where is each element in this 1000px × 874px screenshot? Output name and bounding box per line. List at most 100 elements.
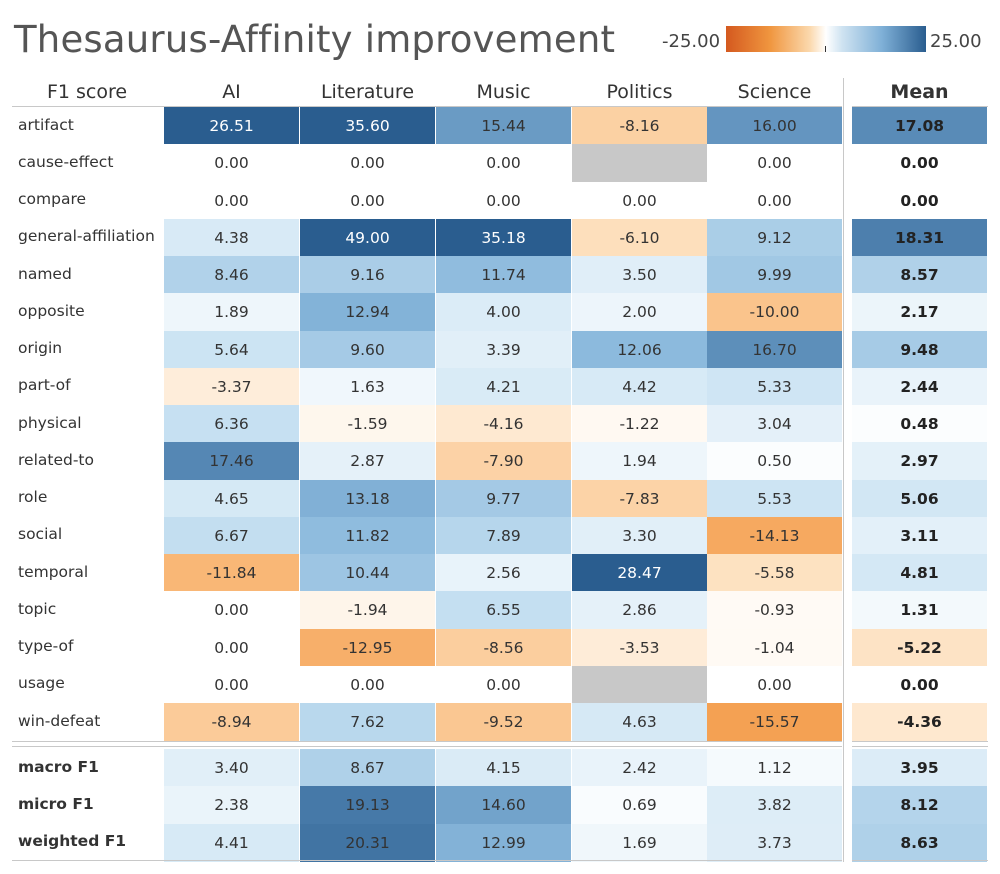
relation-row-cell: 0.00 — [707, 181, 842, 220]
relation-row-cell: 4.38 — [164, 218, 299, 257]
relation-row-cell: 0.00 — [436, 665, 571, 704]
column-header-mean: Mean — [890, 81, 949, 103]
summary-row-mean-cell: 3.95 — [852, 749, 987, 787]
relation-row-cell: 3.30 — [572, 516, 707, 555]
relation-row-mean-cell: 17.08 — [852, 107, 987, 145]
relation-row-label: cause-effect — [18, 152, 114, 171]
relation-row-cell: 3.50 — [572, 256, 707, 294]
summary-row-label: weighted F1 — [18, 832, 127, 851]
relation-row-cell: 6.67 — [164, 516, 299, 555]
summary-row-label: macro F1 — [18, 757, 99, 776]
column-header-science: Science — [737, 81, 812, 103]
relation-row-cell: 0.50 — [707, 442, 842, 481]
relation-row-cell: 10.44 — [300, 554, 435, 592]
summary-row-cell: 4.15 — [436, 749, 571, 787]
relation-row-mean-cell: 3.11 — [852, 516, 987, 555]
relation-row-cell: 12.06 — [572, 330, 707, 369]
relation-row-cell: 0.00 — [164, 628, 299, 667]
relation-row-cell: 2.86 — [572, 591, 707, 630]
relation-row-label: compare — [18, 190, 87, 209]
summary-top-divider — [12, 746, 842, 747]
relation-row-cell: 26.51 — [164, 107, 299, 145]
relation-row-mean-cell: -5.22 — [852, 628, 987, 667]
relation-row-cell: 4.63 — [572, 703, 707, 741]
relation-row-cell: 6.55 — [436, 591, 571, 630]
column-header-ai: AI — [222, 81, 241, 103]
relation-row-cell: 1.63 — [300, 367, 435, 406]
mean-summary-top-divider — [852, 746, 988, 747]
relation-row-mean-cell: 2.44 — [852, 367, 987, 406]
summary-row-cell: 3.40 — [164, 749, 299, 787]
relation-row-cell: -7.83 — [572, 479, 707, 518]
relation-row-label: usage — [18, 674, 65, 693]
relation-row-cell: 0.00 — [164, 665, 299, 704]
relation-row-cell: 2.56 — [436, 554, 571, 592]
relation-row-cell: 35.18 — [436, 218, 571, 257]
summary-row-cell: 14.60 — [436, 786, 571, 825]
relation-row-cell: 9.60 — [300, 330, 435, 369]
relation-row-mean-cell: -4.36 — [852, 703, 987, 741]
relation-row-cell: 0.00 — [707, 665, 842, 704]
summary-row-cell: 12.99 — [436, 823, 571, 862]
relation-row-cell: 5.33 — [707, 367, 842, 406]
relation-row-cell: 8.46 — [164, 256, 299, 294]
mean-separator — [843, 78, 844, 862]
relation-row-cell: 15.44 — [436, 107, 571, 145]
relation-row-cell: 4.65 — [164, 479, 299, 518]
relation-row-cell: 0.00 — [300, 181, 435, 220]
relation-row-cell — [572, 665, 707, 704]
relation-row-cell: 0.00 — [164, 591, 299, 630]
relation-row-cell: 0.00 — [436, 144, 571, 183]
relation-row-cell: 3.39 — [436, 330, 571, 369]
relation-row-cell: 0.00 — [300, 144, 435, 183]
relation-row-cell: 11.74 — [436, 256, 571, 294]
mean-header-divider — [852, 106, 988, 107]
relation-row-cell: -7.90 — [436, 442, 571, 481]
legend-zero-tick — [825, 46, 826, 52]
relation-row-mean-cell: 9.48 — [852, 330, 987, 369]
summary-row-mean-cell: 8.12 — [852, 786, 987, 825]
summary-row-cell: 3.82 — [707, 786, 842, 825]
relation-row-cell: -11.84 — [164, 554, 299, 592]
relation-row-mean-cell: 18.31 — [852, 218, 987, 257]
mean-main-bottom-divider — [852, 741, 988, 742]
chart-title: Thesaurus-Affinity improvement — [14, 18, 616, 61]
header-divider — [12, 106, 842, 107]
summary-row-cell: 2.38 — [164, 786, 299, 825]
legend-min-label: -25.00 — [662, 31, 721, 52]
relation-row-cell: 0.00 — [436, 181, 571, 220]
relation-row-cell: -8.16 — [572, 107, 707, 145]
relation-row-cell: 0.00 — [164, 144, 299, 183]
relation-row-cell: -14.13 — [707, 516, 842, 555]
relation-row-label: general-affiliation — [18, 227, 155, 246]
relation-row-cell: 9.12 — [707, 218, 842, 257]
relation-row-cell: -1.59 — [300, 405, 435, 443]
relation-row-cell: 6.36 — [164, 405, 299, 443]
relation-row-cell: 17.46 — [164, 442, 299, 481]
relation-row-cell: 13.18 — [300, 479, 435, 518]
relation-row-mean-cell: 0.00 — [852, 665, 987, 704]
legend-max-label: 25.00 — [930, 31, 982, 52]
relation-row-label: origin — [18, 339, 63, 358]
relation-row-cell: -1.94 — [300, 591, 435, 630]
relation-row-cell: -5.58 — [707, 554, 842, 592]
relation-row-label: related-to — [18, 450, 94, 469]
relation-row-cell: -1.22 — [572, 405, 707, 443]
relation-row-cell: 0.00 — [164, 181, 299, 220]
column-header-literature: Literature — [320, 81, 415, 103]
relation-row-cell: -8.56 — [436, 628, 571, 667]
column-header-politics: Politics — [606, 81, 673, 103]
summary-row-cell: 1.12 — [707, 749, 842, 787]
relation-row-cell: 3.04 — [707, 405, 842, 443]
summary-row-cell: 2.42 — [572, 749, 707, 787]
relation-row-cell: -8.94 — [164, 703, 299, 741]
relation-row-cell: -10.00 — [707, 293, 842, 332]
relation-row-label: type-of — [18, 637, 74, 656]
relation-row-mean-cell: 5.06 — [852, 479, 987, 518]
relation-row-cell: 1.89 — [164, 293, 299, 332]
main-bottom-divider — [12, 741, 842, 742]
summary-row-mean-cell: 8.63 — [852, 823, 987, 862]
relation-row-cell: 2.87 — [300, 442, 435, 481]
relation-row-cell: 16.00 — [707, 107, 842, 145]
relation-row-label: temporal — [18, 562, 89, 581]
